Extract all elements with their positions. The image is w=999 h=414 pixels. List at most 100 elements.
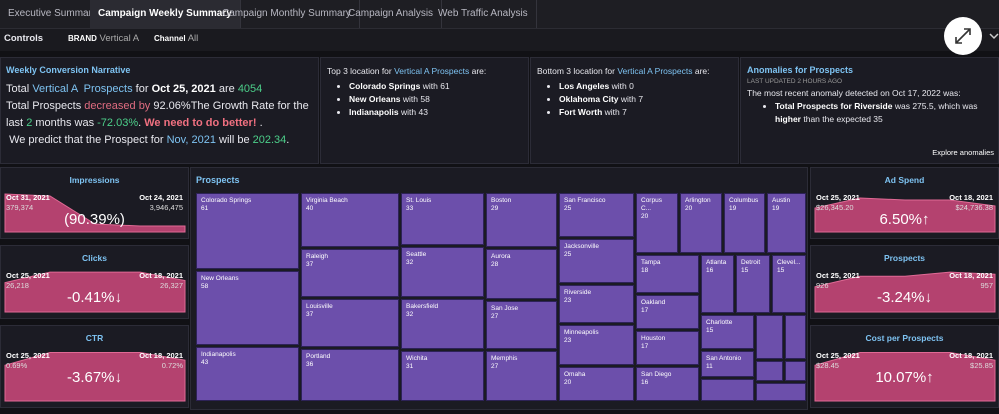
cell-value: 17	[641, 307, 649, 314]
cell-label: Atlanta	[706, 259, 727, 266]
cell-value: 11	[706, 363, 713, 370]
cell-value: 25	[564, 205, 572, 212]
cell-label: Omaha	[564, 371, 586, 378]
treemap-cell: St. Louis 33	[401, 193, 484, 245]
cell-value: 27	[491, 313, 499, 320]
filter[interactable]: Channel All	[154, 32, 198, 46]
text: Vertical A Prospects	[394, 66, 470, 76]
cell-value: 15	[777, 267, 785, 274]
sparkline	[814, 352, 996, 402]
explore-link[interactable]: Explore anomalies	[932, 148, 994, 157]
treemap-cell	[756, 361, 783, 381]
cell-label: St. Louis	[406, 197, 432, 204]
treemap-cell: Detroit 15	[736, 255, 770, 313]
location-name: Colorado Springs	[349, 81, 421, 91]
cell-label: Bakersfield	[406, 303, 439, 310]
treemap-cell: Boston 29	[486, 193, 557, 247]
controls-bar: Controls BRAND Vertical A Channel All	[0, 29, 999, 51]
text: Bottom 3 location for	[537, 66, 615, 76]
kpi-right-value: $24,736.38	[955, 203, 993, 212]
cell-value: 37	[306, 261, 314, 268]
text: Total Prospects for Riverside	[775, 101, 893, 111]
location-value: 58	[420, 94, 430, 104]
kpi-title: Prospects	[883, 253, 926, 263]
tab[interactable]: Campaign Weekly Summary	[90, 0, 241, 28]
treemap-cell: Clevel... 15	[772, 255, 806, 313]
kpi-left-date: Oct 31, 2021	[6, 193, 50, 202]
cell-value: 15	[706, 327, 714, 334]
filter[interactable]: BRAND Vertical A	[68, 32, 139, 46]
text: We need to do better!	[144, 117, 257, 129]
location-name: Indianapolis	[349, 107, 399, 117]
treemap-cell: Tampa 18	[636, 255, 699, 293]
tab[interactable]: Campaign Analysis	[340, 0, 443, 28]
kpi-title: Ad Spend	[884, 175, 925, 185]
cell-label: Boston	[491, 197, 512, 204]
kpi-left-value: 926	[816, 281, 829, 290]
cell-label: San Jose	[491, 305, 519, 312]
kpi-card: CTR Oct 25, 2021 Oct 18, 2021 0.69% 0.72% -3.…	[0, 325, 189, 408]
chevron[interactable]	[989, 33, 999, 40]
kpi-left-date: Oct 25, 2021	[816, 271, 860, 280]
treemap-cell: Bakersfield 32	[401, 299, 484, 349]
expand-icon	[955, 28, 971, 44]
treemap-cell: Wichita 31	[401, 351, 484, 401]
location-value: 61	[440, 81, 450, 91]
sparkline	[4, 271, 186, 313]
text: .	[286, 134, 290, 146]
treemap-cell: Indianapolis 43	[196, 347, 299, 401]
kpi-title: CTR	[85, 333, 104, 343]
tab[interactable]: Campaign Monthly Summary	[214, 0, 360, 28]
treemap-cell: Corpus C... 20	[636, 193, 678, 253]
filter-name: Channel	[154, 34, 186, 43]
cell-label: Minneapolis	[564, 329, 599, 336]
treemap-cell: Minneapolis 23	[559, 325, 634, 365]
cell-value: 33	[406, 205, 414, 212]
kpi-card: Ad Spend Oct 25, 2021 Oct 18, 2021 $26,345.…	[810, 167, 999, 239]
treemap-cell: Louisville 37	[301, 299, 399, 347]
treemap-cell: Jacksonville 25	[559, 239, 634, 283]
cell-label: Austin	[772, 197, 791, 204]
treemap-cell: Riverside 23	[559, 285, 634, 323]
cell-label: Virginia Beach	[306, 197, 348, 204]
location-item: New Orleans with 58	[349, 93, 522, 106]
controls-label: Controls	[4, 33, 44, 44]
treemap-cell: San Jose 27	[486, 301, 557, 349]
kpi-right-value: 0.72%	[161, 361, 183, 370]
text: Total Prospects	[6, 100, 82, 112]
text: with	[402, 94, 418, 104]
text: 202.34	[252, 134, 287, 146]
text: with	[620, 94, 637, 104]
cell-value: 29	[491, 205, 499, 212]
sparkline-area	[814, 197, 996, 233]
cell-value: 18	[641, 267, 649, 274]
cell-label: Wichita	[406, 355, 428, 362]
location-name: Fort Worth	[559, 107, 603, 117]
sparkline-area	[4, 352, 186, 402]
cell-value: 43	[201, 359, 209, 366]
kpi-change: -3.67%↓	[66, 369, 123, 386]
text: Total	[6, 83, 30, 95]
treemap-cell	[785, 361, 806, 381]
treemap-cell: Aurora 28	[486, 249, 557, 299]
treemap-cell: Charlotte 15	[701, 315, 754, 349]
treemap-cell: Virginia Beach 40	[301, 193, 399, 247]
text: than the expected 35	[803, 114, 883, 124]
cell-value: 36	[306, 361, 314, 368]
bottom-locations-panel: Bottom 3 location for Vertical A Prospec…	[530, 57, 739, 164]
cell-label: Detroit	[741, 259, 761, 266]
cell-label: Memphis	[491, 355, 518, 362]
tab[interactable]: Web Traffic Analysis	[430, 0, 537, 28]
text: are	[218, 83, 235, 95]
text: with	[611, 81, 627, 91]
cell-value: 17	[641, 343, 649, 350]
kpi-right-date: Oct 18, 2021	[139, 351, 183, 360]
cell-value: 27	[491, 363, 499, 370]
sparkline	[4, 193, 186, 233]
kpi-left-date: Oct 25, 2021	[6, 271, 50, 280]
cell-value: 15	[741, 267, 749, 274]
text: months was	[35, 117, 95, 129]
kpi-right-value: 957	[980, 281, 993, 290]
treemap-cell: Colorado Springs 61	[196, 193, 299, 269]
